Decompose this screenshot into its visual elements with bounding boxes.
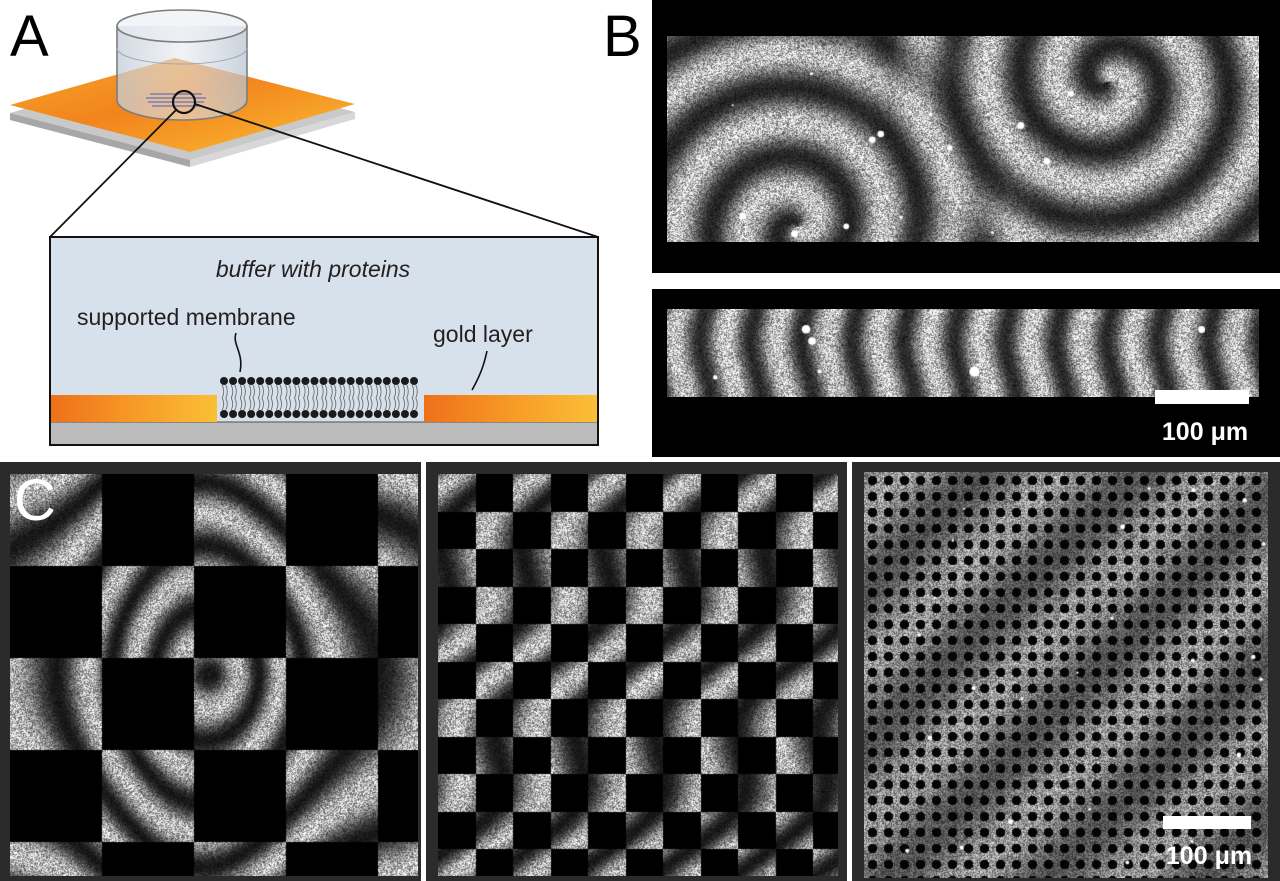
lipid-head (355, 410, 364, 418)
scale-bar-c (1163, 816, 1251, 829)
lipid-head (319, 410, 328, 418)
lipid-head (301, 410, 310, 418)
lipid-head (382, 410, 391, 418)
panel-b-micrograph-bottom: 100 μm (652, 289, 1280, 457)
dot-lattice-micrograph (864, 472, 1268, 878)
gold-layer-right (424, 395, 598, 422)
membrane-label: supported membrane (77, 304, 296, 330)
traveling-wave-micrograph (667, 309, 1259, 397)
lipid-head (283, 377, 292, 385)
buffer-label: buffer with proteins (216, 256, 411, 282)
lipid-bilayer (220, 377, 418, 418)
lipid-head (373, 377, 382, 385)
lipid-head (220, 410, 228, 418)
lipid-head (220, 377, 228, 385)
lipid-head (346, 410, 355, 418)
sample-chamber (116, 9, 248, 121)
lipid-head (274, 410, 283, 418)
zoom-circle (171, 89, 197, 115)
lipid-head (337, 410, 346, 418)
panel-label-a: A (10, 4, 49, 69)
panel-a-schematic: buffer with proteins supported membrane … (10, 9, 599, 446)
lipid-head (400, 410, 409, 418)
lipid-head (256, 377, 265, 385)
lipid-head (238, 377, 247, 385)
lipid-head (310, 377, 319, 385)
divider (847, 462, 852, 881)
lipid-head (337, 377, 346, 385)
coarse-checkerboard-micrograph (10, 474, 418, 876)
lipid-head (292, 410, 301, 418)
panel-label-b: B (603, 4, 642, 69)
lipid-head (410, 410, 418, 418)
scale-bar-c-label: 100 μm (1165, 842, 1253, 870)
lipid-head (319, 377, 328, 385)
lipid-head (373, 410, 382, 418)
lipid-head (310, 410, 319, 418)
lipid-head (364, 377, 373, 385)
lipid-head (292, 377, 301, 385)
lipid-head (382, 377, 391, 385)
gold-layer-left (50, 395, 217, 422)
inset-cross-section (49, 236, 599, 446)
panel-c-strip: 100 μm (0, 462, 1280, 881)
panel-label-c: C (14, 468, 56, 533)
lipid-head (247, 377, 256, 385)
lipid-head (391, 377, 400, 385)
lipid-head (229, 410, 238, 418)
lipid-head (364, 410, 373, 418)
lipid-head (247, 410, 256, 418)
scale-bar-b (1155, 390, 1249, 404)
lipid-head (238, 410, 247, 418)
lipid-head (410, 377, 418, 385)
spiral-wave-micrograph (667, 36, 1259, 242)
lipid-head (283, 410, 292, 418)
lipid-head (256, 410, 265, 418)
gold-layer-label: gold layer (433, 321, 533, 347)
lipid-head (328, 410, 337, 418)
divider (421, 462, 426, 881)
lipid-head (355, 377, 364, 385)
panel-b-micrograph-top (652, 0, 1280, 273)
lipid-head (328, 377, 337, 385)
lipid-head (346, 377, 355, 385)
lipid-head (274, 377, 283, 385)
lipid-head (301, 377, 310, 385)
lipid-head (265, 377, 274, 385)
lipid-head (400, 377, 409, 385)
scale-bar-b-label: 100 μm (1161, 418, 1249, 446)
lipid-head (229, 377, 238, 385)
lipid-head (391, 410, 400, 418)
lipid-head (265, 410, 274, 418)
medium-checkerboard-micrograph (438, 474, 838, 876)
